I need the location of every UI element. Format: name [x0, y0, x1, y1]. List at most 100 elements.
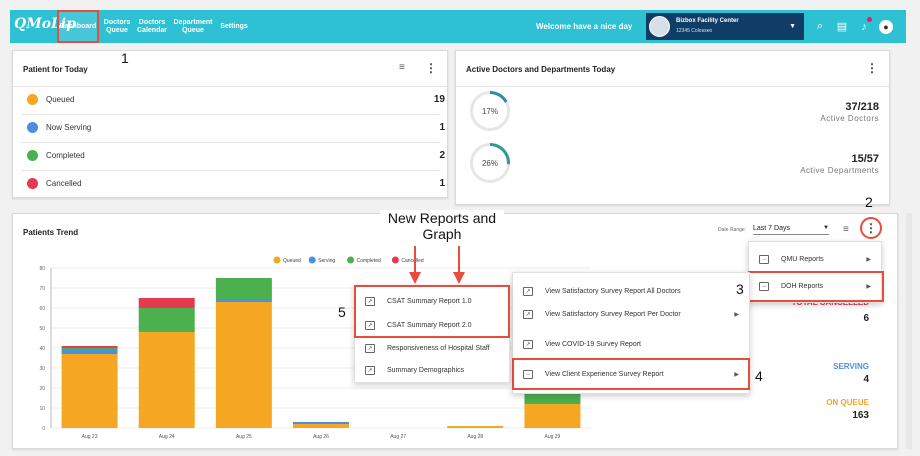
report-icon: → — [759, 254, 769, 264]
divider — [13, 86, 447, 87]
annotation-callout: New Reports and Graph — [380, 210, 504, 242]
status-dot — [27, 121, 38, 133]
facility-selector[interactable]: Bizbox Facility Center 12345 Colosseo ▼ — [646, 13, 804, 40]
bar-segment — [524, 392, 581, 404]
divider — [21, 114, 439, 115]
bar-segment — [524, 404, 581, 428]
bar-segment — [61, 348, 118, 350]
menu-item-satisfactory-all[interactable]: ↗ View Satisfactory Survey Report All Do… — [513, 278, 749, 304]
y-tick-label: 80 — [39, 266, 45, 272]
top-navbar: QMoLip Dashboard Doctors Queue Doctors C… — [10, 10, 906, 43]
active-doctors-value: 37/218 — [845, 101, 879, 113]
status-row-cancelled: Cancelled 1 — [27, 176, 445, 190]
app-logo[interactable]: QMoLip — [14, 16, 76, 32]
on-queue-value: 163 — [852, 410, 869, 421]
bar-segment — [138, 308, 195, 332]
on-queue-label: ON QUEUE — [826, 398, 869, 407]
highlight-box-4 — [512, 358, 750, 390]
client-experience-submenu: ↗ CSAT Summary Report 1.0 ↗ CSAT Summary… — [354, 285, 510, 383]
ring-percent: 26% — [481, 158, 498, 168]
status-dot — [27, 177, 38, 189]
account-button[interactable]: ● — [874, 10, 898, 43]
legend-label: Completed — [357, 258, 381, 264]
nav-doctors-calendar[interactable]: Doctors Calendar — [137, 18, 167, 34]
status-count: 1 — [439, 121, 445, 133]
welcome-message: Welcome have a nice day — [536, 22, 633, 31]
menu-item-satisfactory-per-doctor[interactable]: ↗ View Satisfactory Survey Report Per Do… — [513, 301, 749, 327]
menu-item-responsiveness[interactable]: ↗ Responsiveness of Hospital Staff — [355, 335, 509, 361]
bar-segment — [293, 424, 349, 428]
legend-swatch — [347, 256, 355, 264]
filter-icon[interactable]: ≡ — [399, 62, 405, 73]
y-tick-label: 70 — [39, 286, 45, 292]
legend-swatch — [391, 256, 399, 264]
legend-label: Cancelled — [401, 258, 423, 264]
annotation-3: 3 — [736, 281, 744, 297]
callout-arrows — [409, 246, 465, 284]
nav-department-queue[interactable]: Department Queue — [173, 18, 213, 34]
nav-settings[interactable]: Settings — [220, 22, 248, 30]
serving-value: 4 — [863, 374, 869, 385]
active-departments-value: 15/57 — [851, 153, 879, 165]
menu-item-label: CSAT Summary Report 1.0 — [387, 297, 472, 305]
nav-doctors-queue[interactable]: Doctors Queue — [103, 18, 131, 34]
bar-segment — [61, 350, 118, 354]
chat-icon[interactable]: ▤ — [836, 21, 848, 33]
report-icon: → — [523, 369, 533, 379]
annotation-5: 5 — [338, 304, 346, 320]
user-icon: ● — [879, 19, 893, 34]
menu-item-csat-1[interactable]: ↗ CSAT Summary Report 1.0 — [355, 288, 509, 314]
bar-segment — [293, 422, 349, 424]
scrollbar[interactable] — [906, 213, 912, 449]
menu-item-label: View COVID-19 Survey Report — [545, 340, 641, 348]
menu-item-qmu-reports[interactable]: → QMU Reports ▶ — [749, 246, 881, 272]
menu-item-client-experience[interactable]: → View Client Experience Survey Report ▶ — [513, 361, 749, 387]
divider — [456, 86, 889, 87]
active-departments-ring: 26% — [470, 143, 510, 183]
open-external-icon: ↗ — [365, 320, 375, 330]
kebab-icon[interactable]: ⋮ — [866, 61, 878, 75]
nav-dashboard[interactable]: Dashboard — [57, 10, 99, 43]
menu-item-label: Responsiveness of Hospital Staff — [387, 344, 490, 352]
y-tick-label: 10 — [39, 406, 45, 412]
annotation-2: 2 — [865, 194, 873, 210]
status-count: 19 — [433, 93, 445, 105]
bar-segment — [138, 298, 195, 308]
x-tick-label: Aug 28 — [467, 434, 483, 440]
x-tick-label: Aug 26 — [313, 434, 329, 440]
open-external-icon: ↗ — [365, 343, 375, 353]
menu-item-label: CSAT Summary Report 2.0 — [387, 321, 472, 329]
kebab-icon[interactable]: ⋮ — [425, 61, 437, 75]
y-tick-label: 40 — [39, 346, 45, 352]
menu-item-demographics[interactable]: ↗ Summary Demographics — [355, 357, 509, 383]
report-icon: → — [759, 281, 769, 291]
y-tick-label: 50 — [39, 326, 45, 332]
divider — [21, 142, 439, 143]
status-row-serving: Now Serving 1 — [27, 120, 445, 134]
x-tick-label: Aug 25 — [236, 434, 252, 440]
chevron-right-icon: ▶ — [866, 283, 871, 290]
date-range-select[interactable]: Last 7 Days ▼ — [753, 225, 829, 235]
menu-item-label: QMU Reports — [781, 255, 824, 263]
annotation-4: 4 — [755, 368, 763, 384]
open-external-icon: ↗ — [523, 286, 533, 296]
bar-segment — [215, 302, 272, 428]
menu-item-doh-reports[interactable]: → DOH Reports ▶ — [749, 273, 881, 299]
search-icon[interactable]: ⌕ — [816, 20, 824, 32]
menu-item-label: View Satisfactory Survey Report Per Doct… — [545, 310, 681, 318]
menu-item-label: View Client Experience Survey Report — [545, 370, 664, 378]
ring-arc — [470, 143, 510, 183]
menu-item-csat-2[interactable]: ↗ CSAT Summary Report 2.0 — [355, 312, 509, 338]
status-count: 1 — [439, 177, 445, 189]
trend-kebab-button[interactable]: ⋮ — [860, 217, 882, 239]
highlight-box-3 — [748, 271, 884, 302]
legend-swatch — [308, 256, 316, 264]
bar-segment — [61, 354, 118, 428]
filter-icon[interactable]: ≡ — [843, 224, 849, 235]
bar-segment — [215, 300, 272, 302]
patients-today-card: Patient for Today ≡ ⋮ Queued 19 Now Serv… — [12, 50, 448, 198]
menu-item-covid-survey[interactable]: ↗ View COVID-19 Survey Report — [513, 331, 749, 357]
legend-label: Serving — [318, 258, 335, 264]
card-title: Patients Trend — [23, 228, 79, 237]
bell-icon[interactable]: ♪ — [852, 10, 876, 43]
